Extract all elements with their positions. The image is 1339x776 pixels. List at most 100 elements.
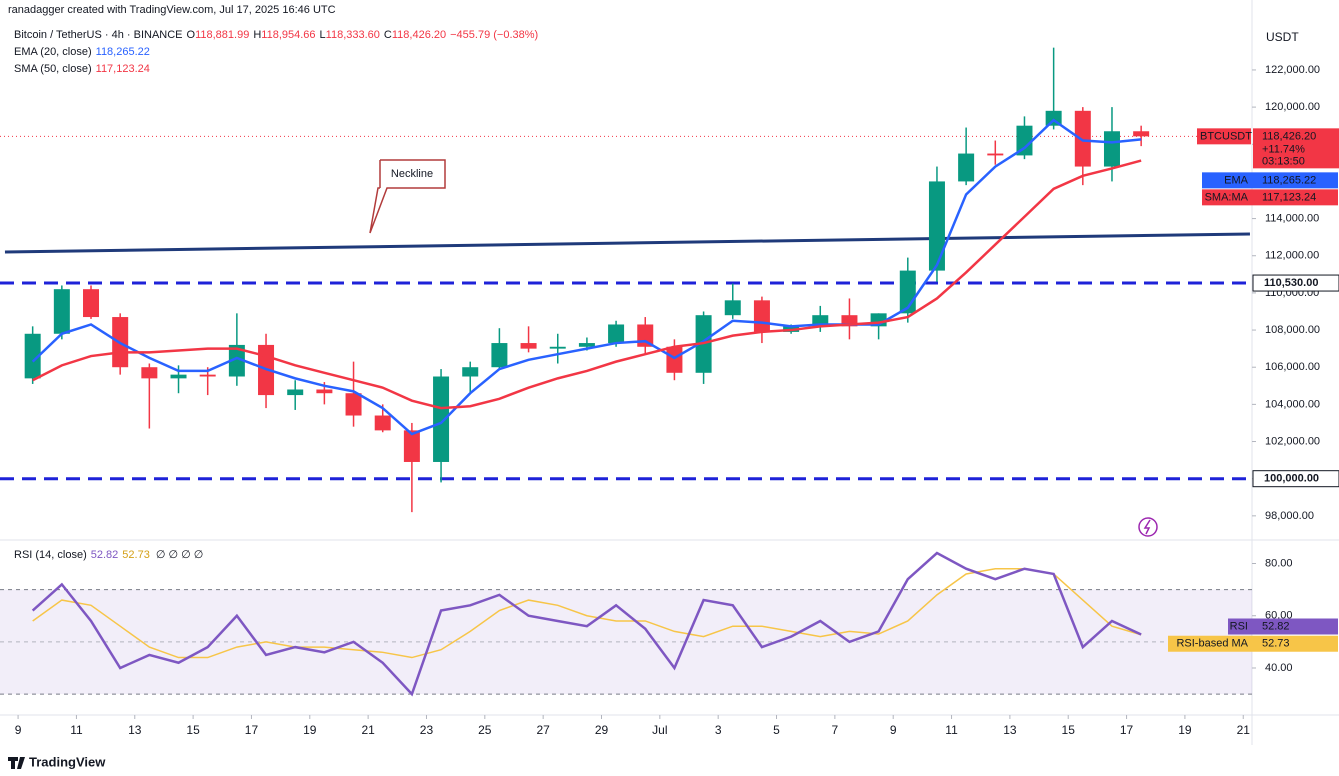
candle-body <box>520 343 537 349</box>
candle-body <box>83 289 100 318</box>
ma-tag-name: SMA:MA <box>1205 191 1249 203</box>
change: −455.79 (−0.38%) <box>450 29 538 41</box>
y-tick-label: 102,000.00 <box>1265 435 1320 447</box>
x-tick-label: 11 <box>70 723 83 737</box>
ohlc-value: 118,333.60 <box>326 29 380 41</box>
rsi-tag-name: RSI <box>1230 620 1248 632</box>
candle-body <box>462 367 479 377</box>
rsi-tag-name: RSI-based MA <box>1176 638 1248 650</box>
ma-tag-name: EMA <box>1224 174 1249 186</box>
x-tick-label: 29 <box>595 723 609 737</box>
ma-line <box>32 159 1142 410</box>
callout <box>369 159 446 234</box>
y-tick-label: 108,000.00 <box>1265 324 1320 336</box>
candle-body <box>1103 131 1120 167</box>
alert-icon[interactable] <box>1138 517 1158 537</box>
candle-body <box>666 346 683 373</box>
x-tick-label: 9 <box>890 723 897 737</box>
y-tick-label: 120,000.00 <box>1265 101 1320 113</box>
x-tick-label: 17 <box>245 723 259 737</box>
y-tick-label: 80.00 <box>1265 557 1293 569</box>
ohlc-value: 118,881.99 <box>195 29 249 41</box>
candle-body <box>753 300 770 332</box>
candle-body <box>24 333 41 379</box>
rsi-tag <box>1168 635 1338 652</box>
x-tick-label: 23 <box>420 723 434 737</box>
candle-body <box>928 181 945 271</box>
legend-name: SMA (50, close) <box>14 63 92 75</box>
ohlc-value: 118,954.66 <box>261 29 315 41</box>
axis-unit: USDT <box>1266 30 1299 44</box>
price-tag-countdown: 03:13:50 <box>1262 155 1305 167</box>
legend-name: RSI (14, close) <box>14 549 87 561</box>
ohlc-key: C <box>384 29 392 41</box>
legend-name: EMA (20, close) <box>14 46 92 58</box>
candle-body <box>578 343 595 347</box>
x-tick-label: 19 <box>1178 723 1192 737</box>
x-tick-label: 11 <box>945 723 958 737</box>
x-tick-label: 21 <box>361 723 375 737</box>
candle-body <box>549 346 566 349</box>
candle-body <box>228 344 245 377</box>
y-tick-label: 122,000.00 <box>1265 64 1320 76</box>
x-tick-label: 15 <box>186 723 200 737</box>
candle-body <box>1133 131 1150 137</box>
legend-value: 117,123.24 <box>96 63 150 75</box>
candle-body <box>170 374 187 379</box>
price-tag-symbol: BTCUSDT <box>1200 130 1252 142</box>
ema-legend: EMA (20, close) 118,265.22 <box>14 46 150 58</box>
x-tick-label: 3 <box>715 723 722 737</box>
y-tick-label: 112,000.00 <box>1265 250 1319 262</box>
candle-body <box>491 343 508 368</box>
x-tick-label: Jul <box>652 723 667 737</box>
y-tick-label: 114,000.00 <box>1265 212 1319 224</box>
x-tick-label: 21 <box>1237 723 1251 737</box>
rsi-line <box>32 567 1142 659</box>
candle-body <box>608 324 625 344</box>
x-tick-label: 19 <box>303 723 317 737</box>
x-tick-label: 13 <box>1003 723 1017 737</box>
legend-extra: ∅ ∅ ∅ ∅ <box>156 549 204 561</box>
y-tick-label: 40.00 <box>1265 662 1293 674</box>
candle-body <box>403 430 420 462</box>
legend-value: 52.82 <box>91 549 119 561</box>
symbol: Bitcoin / TetherUS · 4h · BINANCE <box>14 29 183 41</box>
symbol-line: Bitcoin / TetherUS · 4h · BINANCE O118,88… <box>14 29 538 41</box>
candle-body <box>316 389 333 394</box>
level-tag <box>1252 470 1339 488</box>
ma-tag <box>1202 172 1338 189</box>
candle-body <box>287 389 304 396</box>
rsi-legend: RSI (14, close) 52.82 52.73 ∅ ∅ ∅ ∅ <box>14 549 203 561</box>
candle-body <box>1016 125 1033 156</box>
x-tick-label: 15 <box>1062 723 1076 737</box>
price-tag <box>1197 128 1251 145</box>
ohlc-key: L <box>320 29 326 41</box>
credit: ranadagger created with TradingView.com,… <box>8 4 336 16</box>
x-tick-label: 27 <box>536 723 550 737</box>
rsi-line <box>31 551 1142 697</box>
rsi-tag-value: 52.82 <box>1262 620 1290 632</box>
alert-icon-bolt <box>1143 519 1151 535</box>
y-tick-label: 106,000.00 <box>1265 361 1320 373</box>
x-tick-label: 13 <box>128 723 142 737</box>
x-tick-label: 5 <box>773 723 780 737</box>
candle-body <box>724 300 741 316</box>
candle-body <box>199 374 216 377</box>
price-tag <box>1253 128 1339 169</box>
ohlc-value: 118,426.20 <box>392 29 446 41</box>
neckline <box>4 232 1250 254</box>
candle-body <box>345 393 362 416</box>
rsi-tag <box>1228 618 1338 635</box>
footer-brand: TradingView <box>29 754 106 769</box>
neckline-label: Neckline <box>391 168 433 180</box>
ma-tag-value: 118,265.22 <box>1262 174 1316 186</box>
level-label: 100,000.00 <box>1264 473 1319 485</box>
candle-body <box>987 153 1004 156</box>
candle-body <box>374 415 391 431</box>
level-tag <box>1252 274 1339 292</box>
candle-body <box>1074 110 1091 167</box>
x-tick-label: 7 <box>832 723 839 737</box>
level-label: 110,530.00 <box>1264 277 1318 289</box>
